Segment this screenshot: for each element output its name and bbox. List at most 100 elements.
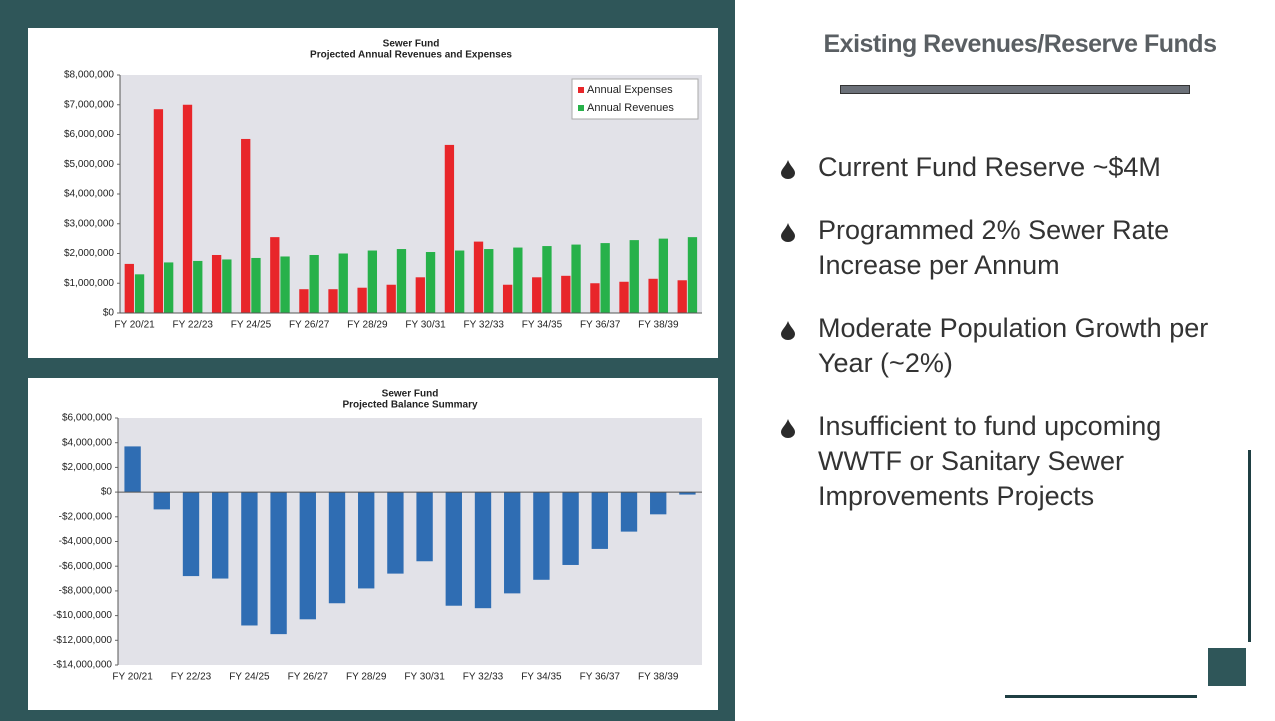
bullet: Current Fund Reserve ~$4M xyxy=(780,150,1238,185)
bar xyxy=(241,138,251,313)
bar xyxy=(182,492,200,577)
bullet: Insufficient to fund upcoming WWTF or Sa… xyxy=(780,409,1238,514)
decor-line xyxy=(1005,695,1197,698)
x-tick-label: FY 34/35 xyxy=(522,320,563,331)
y-tick-label: $4,000,000 xyxy=(64,189,114,200)
y-tick-label: $2,000,000 xyxy=(62,462,112,473)
x-tick-label: FY 24/25 xyxy=(231,320,272,331)
x-tick-label: FY 22/23 xyxy=(171,672,212,683)
bar xyxy=(396,249,407,313)
x-tick-label: FY 38/39 xyxy=(638,672,679,683)
bullet-text: Moderate Population Growth per Year (~2%… xyxy=(818,313,1209,378)
bar xyxy=(677,280,687,313)
x-tick-label: FY 32/33 xyxy=(464,320,505,331)
x-tick-label: FY 22/23 xyxy=(173,320,214,331)
y-tick-label: $1,000,000 xyxy=(64,278,114,289)
y-tick-label: $6,000,000 xyxy=(64,129,114,140)
y-tick-label: $0 xyxy=(103,308,115,319)
bar xyxy=(679,492,696,495)
bullet-text: Insufficient to fund upcoming WWTF or Sa… xyxy=(818,411,1162,511)
y-tick-label: $8,000,000 xyxy=(64,70,114,81)
y-tick-label: $6,000,000 xyxy=(62,413,112,424)
bar xyxy=(619,281,629,313)
bar xyxy=(134,274,145,313)
x-tick-label: FY 26/27 xyxy=(288,672,329,683)
bullet-icon xyxy=(781,160,795,179)
bar xyxy=(153,109,164,314)
bar xyxy=(163,262,174,313)
bar xyxy=(328,289,338,313)
bar xyxy=(270,492,287,635)
chart-subtitle: Projected Annual Revenues and Expenses xyxy=(310,50,512,61)
x-tick-label: FY 34/35 xyxy=(521,672,562,683)
y-tick-label: $3,000,000 xyxy=(64,218,114,229)
bullet: Moderate Population Growth per Year (~2%… xyxy=(780,311,1238,381)
y-tick-label: $4,000,000 xyxy=(62,437,112,448)
bullet-icon xyxy=(781,419,795,438)
bar xyxy=(425,252,436,313)
x-tick-label: FY 20/21 xyxy=(114,320,155,331)
logo xyxy=(1208,648,1246,686)
bar xyxy=(445,492,462,606)
x-tick-label: FY 30/31 xyxy=(404,672,445,683)
bar xyxy=(309,254,319,313)
bar xyxy=(484,249,494,313)
y-tick-label: -$6,000,000 xyxy=(59,561,113,572)
bar xyxy=(591,492,608,549)
bar xyxy=(416,492,433,562)
chart-subtitle: Projected Balance Summary xyxy=(342,400,477,411)
x-tick-label: FY 28/29 xyxy=(346,672,387,683)
bar xyxy=(387,492,404,574)
bar xyxy=(182,104,193,313)
plot-area xyxy=(118,418,702,665)
bar xyxy=(590,283,600,313)
bar xyxy=(357,287,367,313)
x-tick-label: FY 24/25 xyxy=(229,672,270,683)
legend-label: Annual Revenues xyxy=(587,102,674,114)
bar xyxy=(358,492,375,589)
y-tick-label: -$8,000,000 xyxy=(59,586,113,597)
bar xyxy=(124,263,134,313)
bar xyxy=(299,492,316,620)
y-tick-label: $2,000,000 xyxy=(64,248,114,259)
y-tick-label: -$10,000,000 xyxy=(53,610,112,621)
y-tick-label: -$4,000,000 xyxy=(59,536,113,547)
bullet-list: Current Fund Reserve ~$4M Programmed 2% S… xyxy=(780,150,1238,542)
x-tick-label: FY 26/27 xyxy=(289,320,330,331)
bar xyxy=(415,277,425,313)
x-tick-label: FY 36/37 xyxy=(580,320,621,331)
bar xyxy=(658,238,669,313)
chart-title: Sewer Fund xyxy=(382,389,439,400)
legend-box xyxy=(571,78,699,120)
heading-rule xyxy=(840,85,1190,94)
bar xyxy=(533,492,550,580)
bar xyxy=(444,144,455,313)
bar xyxy=(153,492,170,510)
bullet-text: Programmed 2% Sewer Rate Increase per An… xyxy=(818,215,1170,280)
x-tick-label: FY 32/33 xyxy=(463,672,504,683)
chart-title: Sewer Fund xyxy=(383,39,440,50)
bar xyxy=(561,275,571,313)
bar xyxy=(629,240,639,313)
bullet-icon xyxy=(781,321,795,340)
slide-heading: Existing Revenues/Reserve Funds xyxy=(823,30,1217,58)
bar xyxy=(193,260,203,313)
y-tick-label: -$14,000,000 xyxy=(53,660,112,671)
bar xyxy=(504,492,521,594)
bullet-text: Current Fund Reserve ~$4M xyxy=(818,152,1161,182)
y-tick-label: $0 xyxy=(101,487,113,498)
x-tick-label: FY 28/29 xyxy=(347,320,388,331)
bar xyxy=(367,250,378,313)
bar xyxy=(600,243,610,313)
bar xyxy=(562,492,579,565)
x-tick-label: FY 36/37 xyxy=(580,672,621,683)
bar xyxy=(687,237,698,313)
legend-swatch xyxy=(578,87,584,93)
bar xyxy=(241,492,258,626)
chart-panel: Sewer Fund Projected Annual Revenues and … xyxy=(0,0,735,721)
y-tick-label: -$2,000,000 xyxy=(59,511,113,522)
bar xyxy=(270,237,280,313)
bar xyxy=(212,492,229,579)
